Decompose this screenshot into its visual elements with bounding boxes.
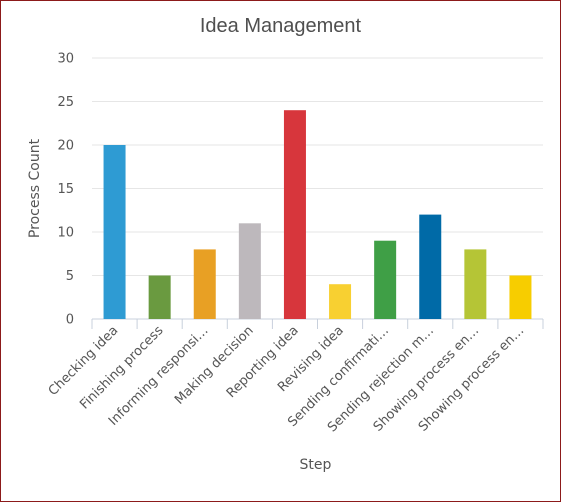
bar-8[interactable] <box>419 214 442 319</box>
bar-6[interactable] <box>329 284 352 319</box>
x-axis-title: Step <box>300 457 332 473</box>
bar-5[interactable] <box>283 110 306 319</box>
y-tick-label: 0 <box>66 313 74 328</box>
bar-4[interactable] <box>238 223 261 319</box>
x-tick-label: Making decision <box>172 323 257 408</box>
y-tick-label: 10 <box>57 226 74 241</box>
y-tick-label: 30 <box>57 52 74 67</box>
bar-9[interactable] <box>464 249 487 319</box>
bar-10[interactable] <box>509 275 532 320</box>
y-tick-label: 20 <box>57 139 74 154</box>
y-tick-label: 5 <box>66 269 74 284</box>
bar-7[interactable] <box>374 240 397 319</box>
y-axis-title: Process Count <box>27 138 43 238</box>
chart-title: Idea Management <box>199 15 362 37</box>
bar-1[interactable] <box>103 145 126 319</box>
bar-3[interactable] <box>193 249 216 319</box>
y-tick-label: 15 <box>57 182 74 197</box>
bar-2[interactable] <box>148 275 171 320</box>
y-tick-label: 25 <box>57 95 74 110</box>
x-tick-label: Finishing process <box>77 323 166 412</box>
